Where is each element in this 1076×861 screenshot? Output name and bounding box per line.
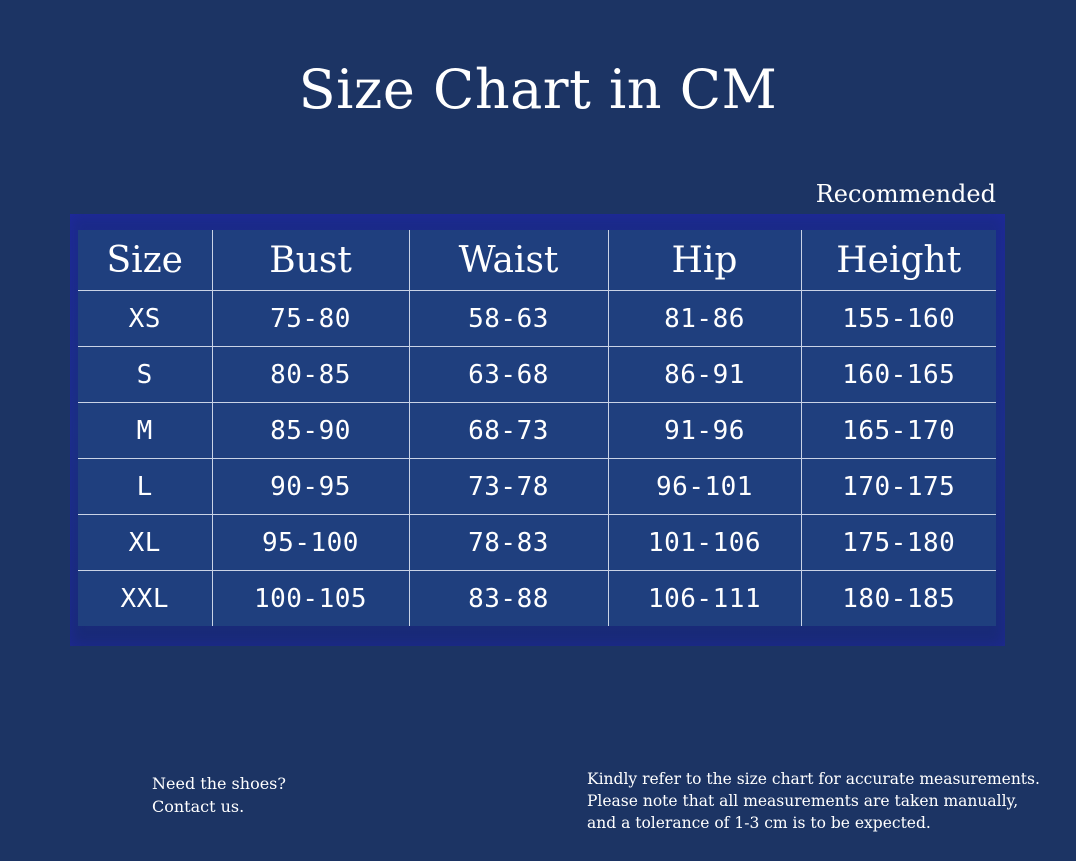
cell-hip: 101-106 <box>607 514 802 571</box>
header-bust: Bust <box>211 230 410 291</box>
cell-bust: 75-80 <box>211 290 410 347</box>
table-row: L 90-95 73-78 96-101 170-175 <box>78 458 996 515</box>
cell-bust: 90-95 <box>211 458 410 515</box>
cell-height: 180-185 <box>800 570 996 626</box>
cell-hip: 81-86 <box>607 290 802 347</box>
size-table-frame: Size Bust Waist Hip Height XS 75-80 58-6… <box>70 214 1005 646</box>
contact-note-line: Need the shoes? <box>152 774 286 793</box>
measurement-disclaimer: Kindly refer to the size chart for accur… <box>587 768 1040 834</box>
cell-size: XS <box>78 290 213 347</box>
cell-hip: 91-96 <box>607 402 802 459</box>
cell-waist: 58-63 <box>408 290 609 347</box>
cell-waist: 68-73 <box>408 402 609 459</box>
cell-height: 155-160 <box>800 290 996 347</box>
cell-size: S <box>78 346 213 403</box>
cell-size: XL <box>78 514 213 571</box>
disclaimer-line: Kindly refer to the size chart for accur… <box>587 770 1040 788</box>
cell-height: 165-170 <box>800 402 996 459</box>
cell-hip: 96-101 <box>607 458 802 515</box>
cell-size: XXL <box>78 570 213 626</box>
cell-size: M <box>78 402 213 459</box>
table-row: XXL 100-105 83-88 106-111 180-185 <box>78 570 996 626</box>
cell-hip: 86-91 <box>607 346 802 403</box>
cell-height: 160-165 <box>800 346 996 403</box>
cell-waist: 83-88 <box>408 570 609 626</box>
cell-bust: 100-105 <box>211 570 410 626</box>
contact-note-line: Contact us. <box>152 797 245 816</box>
page-title: Size Chart in CM <box>298 58 778 121</box>
header-hip: Hip <box>607 230 802 291</box>
disclaimer-line: Please note that all measurements are ta… <box>587 792 1019 810</box>
recommended-label: Recommended <box>815 180 996 208</box>
cell-bust: 95-100 <box>211 514 410 571</box>
table-header-row: Size Bust Waist Hip Height <box>78 230 996 291</box>
cell-height: 175-180 <box>800 514 996 571</box>
cell-bust: 80-85 <box>211 346 410 403</box>
header-waist: Waist <box>408 230 609 291</box>
header-size: Size <box>78 230 213 291</box>
table-row: XS 75-80 58-63 81-86 155-160 <box>78 290 996 347</box>
table-row: M 85-90 68-73 91-96 165-170 <box>78 402 996 459</box>
cell-height: 170-175 <box>800 458 996 515</box>
contact-note: Need the shoes? Contact us. <box>152 772 286 818</box>
cell-waist: 78-83 <box>408 514 609 571</box>
header-height: Height <box>800 230 996 291</box>
cell-waist: 63-68 <box>408 346 609 403</box>
table-row: XL 95-100 78-83 101-106 175-180 <box>78 514 996 571</box>
cell-bust: 85-90 <box>211 402 410 459</box>
table-row: S 80-85 63-68 86-91 160-165 <box>78 346 996 403</box>
cell-waist: 73-78 <box>408 458 609 515</box>
disclaimer-line: and a tolerance of 1-3 cm is to be expec… <box>587 814 931 832</box>
cell-hip: 106-111 <box>607 570 802 626</box>
size-table: Size Bust Waist Hip Height XS 75-80 58-6… <box>78 230 996 626</box>
cell-size: L <box>78 458 213 515</box>
